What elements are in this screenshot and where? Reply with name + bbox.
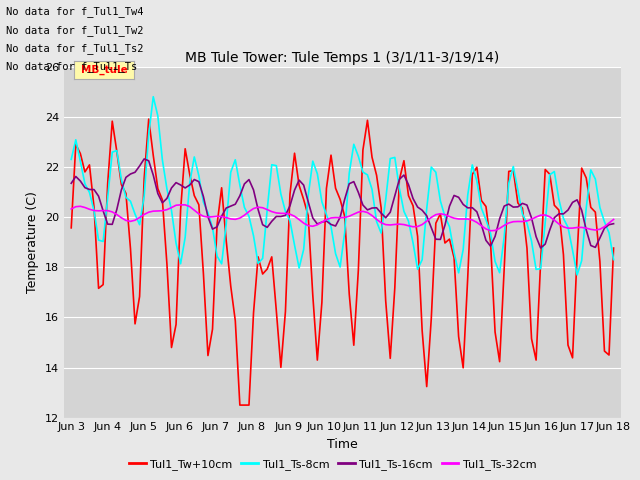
Tul1_Tw+10cm	[145, 116, 152, 122]
Tul1_Ts-32cm	[486, 228, 494, 234]
Tul1_Ts-16cm	[140, 156, 148, 162]
Tul1_Ts-8cm	[149, 94, 157, 99]
Tul1_Ts-32cm	[610, 216, 618, 222]
Tul1_Tw+10cm	[600, 348, 608, 354]
Tul1_Ts-32cm	[505, 220, 513, 226]
Tul1_Ts-16cm	[537, 245, 545, 251]
Title: MB Tule Tower: Tule Temps 1 (3/1/11-3/19/14): MB Tule Tower: Tule Temps 1 (3/1/11-3/19…	[185, 51, 500, 65]
Tul1_Ts-16cm	[372, 205, 380, 211]
Tul1_Tw+10cm	[186, 172, 193, 178]
Tul1_Ts-32cm	[218, 214, 225, 219]
Text: No data for f_Tul1_Ts: No data for f_Tul1_Ts	[6, 61, 138, 72]
Text: MB_tule: MB_tule	[81, 65, 127, 75]
Tul1_Ts-32cm	[186, 204, 193, 209]
Tul1_Ts-16cm	[67, 180, 75, 186]
Tul1_Ts-16cm	[600, 225, 608, 231]
Line: Tul1_Ts-32cm: Tul1_Ts-32cm	[71, 205, 614, 231]
Legend: Tul1_Tw+10cm, Tul1_Ts-8cm, Tul1_Ts-16cm, Tul1_Ts-32cm: Tul1_Tw+10cm, Tul1_Ts-8cm, Tul1_Ts-16cm,…	[125, 455, 541, 474]
Text: No data for f_Tul1_Tw2: No data for f_Tul1_Tw2	[6, 24, 144, 36]
Tul1_Tw+10cm	[67, 225, 75, 231]
Tul1_Ts-8cm	[610, 257, 618, 263]
Tul1_Tw+10cm	[450, 255, 458, 261]
Tul1_Ts-16cm	[610, 221, 618, 227]
Tul1_Ts-32cm	[67, 206, 75, 212]
Tul1_Tw+10cm	[610, 245, 618, 251]
Text: No data for f_Tul1_Tw4: No data for f_Tul1_Tw4	[6, 6, 144, 17]
Tul1_Tw+10cm	[236, 402, 244, 408]
Tul1_Tw+10cm	[505, 168, 513, 174]
Y-axis label: Temperature (C): Temperature (C)	[26, 192, 39, 293]
Tul1_Ts-16cm	[445, 203, 453, 209]
Text: No data for f_Tul1_Ts2: No data for f_Tul1_Ts2	[6, 43, 144, 54]
Tul1_Tw+10cm	[378, 205, 385, 211]
Line: Tul1_Ts-8cm: Tul1_Ts-8cm	[71, 96, 614, 275]
Tul1_Ts-8cm	[186, 180, 193, 186]
Tul1_Ts-8cm	[67, 156, 75, 162]
Tul1_Ts-32cm	[372, 216, 380, 222]
Tul1_Ts-16cm	[186, 182, 193, 188]
Line: Tul1_Tw+10cm: Tul1_Tw+10cm	[71, 119, 614, 405]
Tul1_Ts-8cm	[445, 224, 453, 229]
Tul1_Ts-32cm	[177, 202, 184, 208]
X-axis label: Time: Time	[327, 438, 358, 451]
Line: Tul1_Ts-16cm: Tul1_Ts-16cm	[71, 159, 614, 248]
Tul1_Tw+10cm	[218, 185, 225, 191]
Tul1_Ts-16cm	[218, 213, 225, 219]
Tul1_Ts-8cm	[372, 219, 380, 225]
Tul1_Ts-8cm	[500, 234, 508, 240]
Tul1_Ts-16cm	[500, 203, 508, 209]
Tul1_Ts-32cm	[600, 224, 608, 229]
Tul1_Ts-8cm	[573, 272, 581, 278]
Tul1_Ts-8cm	[600, 219, 608, 225]
Tul1_Ts-32cm	[445, 214, 453, 219]
Tul1_Ts-8cm	[218, 261, 225, 267]
